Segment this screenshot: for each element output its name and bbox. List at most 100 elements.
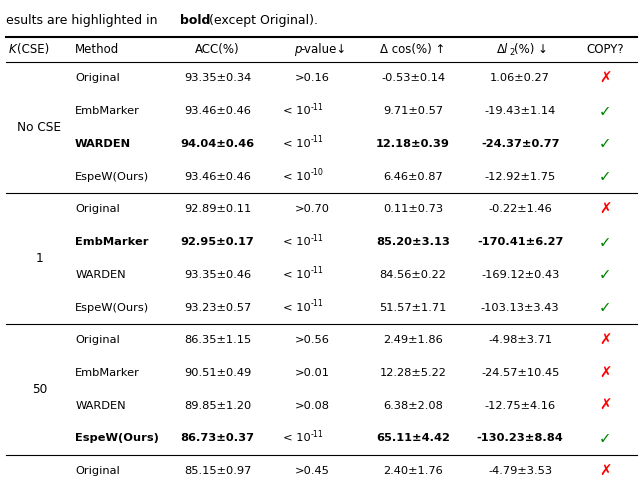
Text: EspeW(Ours): EspeW(Ours) bbox=[75, 303, 149, 312]
Text: esults are highlighted in: esults are highlighted in bbox=[6, 14, 162, 27]
Text: 12.28±5.22: 12.28±5.22 bbox=[380, 368, 447, 378]
Text: ✗: ✗ bbox=[599, 464, 612, 479]
Text: -24.37±0.77: -24.37±0.77 bbox=[481, 139, 559, 149]
Text: ✗: ✗ bbox=[599, 366, 612, 380]
Text: >0.01: >0.01 bbox=[294, 368, 330, 378]
Text: ACC(%): ACC(%) bbox=[195, 43, 240, 56]
Text: -11: -11 bbox=[311, 135, 324, 144]
Text: ✓: ✓ bbox=[599, 267, 612, 282]
Text: -4.98±3.71: -4.98±3.71 bbox=[488, 335, 552, 345]
Text: 93.46±0.46: 93.46±0.46 bbox=[184, 106, 251, 116]
Text: < 10: < 10 bbox=[283, 139, 311, 149]
Text: 9.71±0.57: 9.71±0.57 bbox=[383, 106, 443, 116]
Text: 2.40±1.76: 2.40±1.76 bbox=[383, 466, 443, 476]
Text: 94.04±0.46: 94.04±0.46 bbox=[180, 139, 255, 149]
Text: 84.56±0.22: 84.56±0.22 bbox=[380, 270, 447, 280]
Text: -12.92±1.75: -12.92±1.75 bbox=[484, 172, 556, 182]
Text: >0.45: >0.45 bbox=[294, 466, 330, 476]
Text: 2.49±1.86: 2.49±1.86 bbox=[383, 335, 443, 345]
Text: 1: 1 bbox=[36, 252, 44, 265]
Text: ✗: ✗ bbox=[599, 71, 612, 86]
Text: -12.75±4.16: -12.75±4.16 bbox=[484, 401, 556, 411]
Text: EmbMarker: EmbMarker bbox=[75, 368, 140, 378]
Text: 1.06±0.27: 1.06±0.27 bbox=[490, 73, 550, 83]
Text: ✓: ✓ bbox=[599, 169, 612, 184]
Text: -169.12±0.43: -169.12±0.43 bbox=[481, 270, 559, 280]
Text: 93.35±0.46: 93.35±0.46 bbox=[184, 270, 251, 280]
Text: l: l bbox=[504, 43, 507, 56]
Text: -103.13±3.43: -103.13±3.43 bbox=[481, 303, 559, 312]
Text: 93.23±0.57: 93.23±0.57 bbox=[184, 303, 252, 312]
Text: WARDEN: WARDEN bbox=[75, 401, 126, 411]
Text: -0.53±0.14: -0.53±0.14 bbox=[381, 73, 445, 83]
Text: EspeW(Ours): EspeW(Ours) bbox=[75, 434, 159, 443]
Text: EmbMarker: EmbMarker bbox=[75, 237, 148, 247]
Text: ✗: ✗ bbox=[599, 398, 612, 413]
Text: (CSE): (CSE) bbox=[17, 43, 49, 56]
Text: 0.11±0.73: 0.11±0.73 bbox=[383, 204, 443, 214]
Text: < 10: < 10 bbox=[283, 270, 311, 280]
Text: Original: Original bbox=[75, 335, 120, 345]
Text: 6.46±0.87: 6.46±0.87 bbox=[383, 172, 443, 182]
Text: 92.95±0.17: 92.95±0.17 bbox=[180, 237, 255, 247]
Text: K: K bbox=[9, 43, 17, 56]
Text: -0.22±1.46: -0.22±1.46 bbox=[488, 204, 552, 214]
Text: WARDEN: WARDEN bbox=[75, 270, 126, 280]
Text: (except Original).: (except Original). bbox=[205, 14, 318, 27]
Text: -10: -10 bbox=[311, 168, 324, 177]
Text: 50: 50 bbox=[32, 383, 47, 396]
Text: -value↓: -value↓ bbox=[301, 43, 347, 56]
Text: ✓: ✓ bbox=[599, 300, 612, 315]
Text: bold: bold bbox=[180, 14, 211, 27]
Text: -170.41±6.27: -170.41±6.27 bbox=[477, 237, 563, 247]
Text: ✓: ✓ bbox=[599, 431, 612, 446]
Text: 86.35±1.15: 86.35±1.15 bbox=[184, 335, 252, 345]
Text: ✗: ✗ bbox=[599, 333, 612, 348]
Text: 12.18±0.39: 12.18±0.39 bbox=[376, 139, 450, 149]
Text: Method: Method bbox=[74, 43, 119, 56]
Text: EmbMarker: EmbMarker bbox=[75, 106, 140, 116]
Text: >0.16: >0.16 bbox=[294, 73, 330, 83]
Text: >0.08: >0.08 bbox=[294, 401, 330, 411]
Text: -24.57±10.45: -24.57±10.45 bbox=[481, 368, 559, 378]
Text: (%) ↓: (%) ↓ bbox=[514, 43, 548, 56]
Text: Δ cos(%) ↑: Δ cos(%) ↑ bbox=[380, 43, 445, 56]
Text: 90.51±0.49: 90.51±0.49 bbox=[184, 368, 252, 378]
Text: Δ: Δ bbox=[497, 43, 505, 56]
Text: < 10: < 10 bbox=[283, 172, 311, 182]
Text: < 10: < 10 bbox=[283, 303, 311, 312]
Text: WARDEN: WARDEN bbox=[75, 139, 131, 149]
Text: 86.73±0.37: 86.73±0.37 bbox=[180, 434, 255, 443]
Text: -11: -11 bbox=[311, 266, 324, 275]
Text: 89.85±1.20: 89.85±1.20 bbox=[184, 401, 252, 411]
Text: 6.38±2.08: 6.38±2.08 bbox=[383, 401, 443, 411]
Text: 85.20±3.13: 85.20±3.13 bbox=[376, 237, 450, 247]
Text: -19.43±1.14: -19.43±1.14 bbox=[484, 106, 556, 116]
Text: 93.46±0.46: 93.46±0.46 bbox=[184, 172, 251, 182]
Text: -130.23±8.84: -130.23±8.84 bbox=[477, 434, 564, 443]
Text: 85.15±0.97: 85.15±0.97 bbox=[184, 466, 252, 476]
Text: -11: -11 bbox=[311, 430, 324, 439]
Text: EspeW(Ours): EspeW(Ours) bbox=[75, 172, 149, 182]
Text: ✓: ✓ bbox=[599, 235, 612, 249]
Text: ✓: ✓ bbox=[599, 136, 612, 151]
Text: No CSE: No CSE bbox=[17, 121, 61, 134]
Text: >0.70: >0.70 bbox=[294, 204, 330, 214]
Text: 92.89±0.11: 92.89±0.11 bbox=[184, 204, 252, 214]
Text: 65.11±4.42: 65.11±4.42 bbox=[376, 434, 450, 443]
Text: 51.57±1.71: 51.57±1.71 bbox=[380, 303, 447, 312]
Text: Original: Original bbox=[75, 73, 120, 83]
Text: -4.79±3.53: -4.79±3.53 bbox=[488, 466, 552, 476]
Text: >0.56: >0.56 bbox=[294, 335, 330, 345]
Text: 2: 2 bbox=[509, 48, 515, 57]
Text: ✗: ✗ bbox=[599, 202, 612, 217]
Text: Original: Original bbox=[75, 466, 120, 476]
Text: -11: -11 bbox=[311, 234, 324, 243]
Text: < 10: < 10 bbox=[283, 106, 311, 116]
Text: -11: -11 bbox=[311, 103, 324, 112]
Text: ✓: ✓ bbox=[599, 104, 612, 119]
Text: Original: Original bbox=[75, 204, 120, 214]
Text: -11: -11 bbox=[311, 299, 324, 308]
Text: 93.35±0.34: 93.35±0.34 bbox=[184, 73, 252, 83]
Text: < 10: < 10 bbox=[283, 237, 311, 247]
